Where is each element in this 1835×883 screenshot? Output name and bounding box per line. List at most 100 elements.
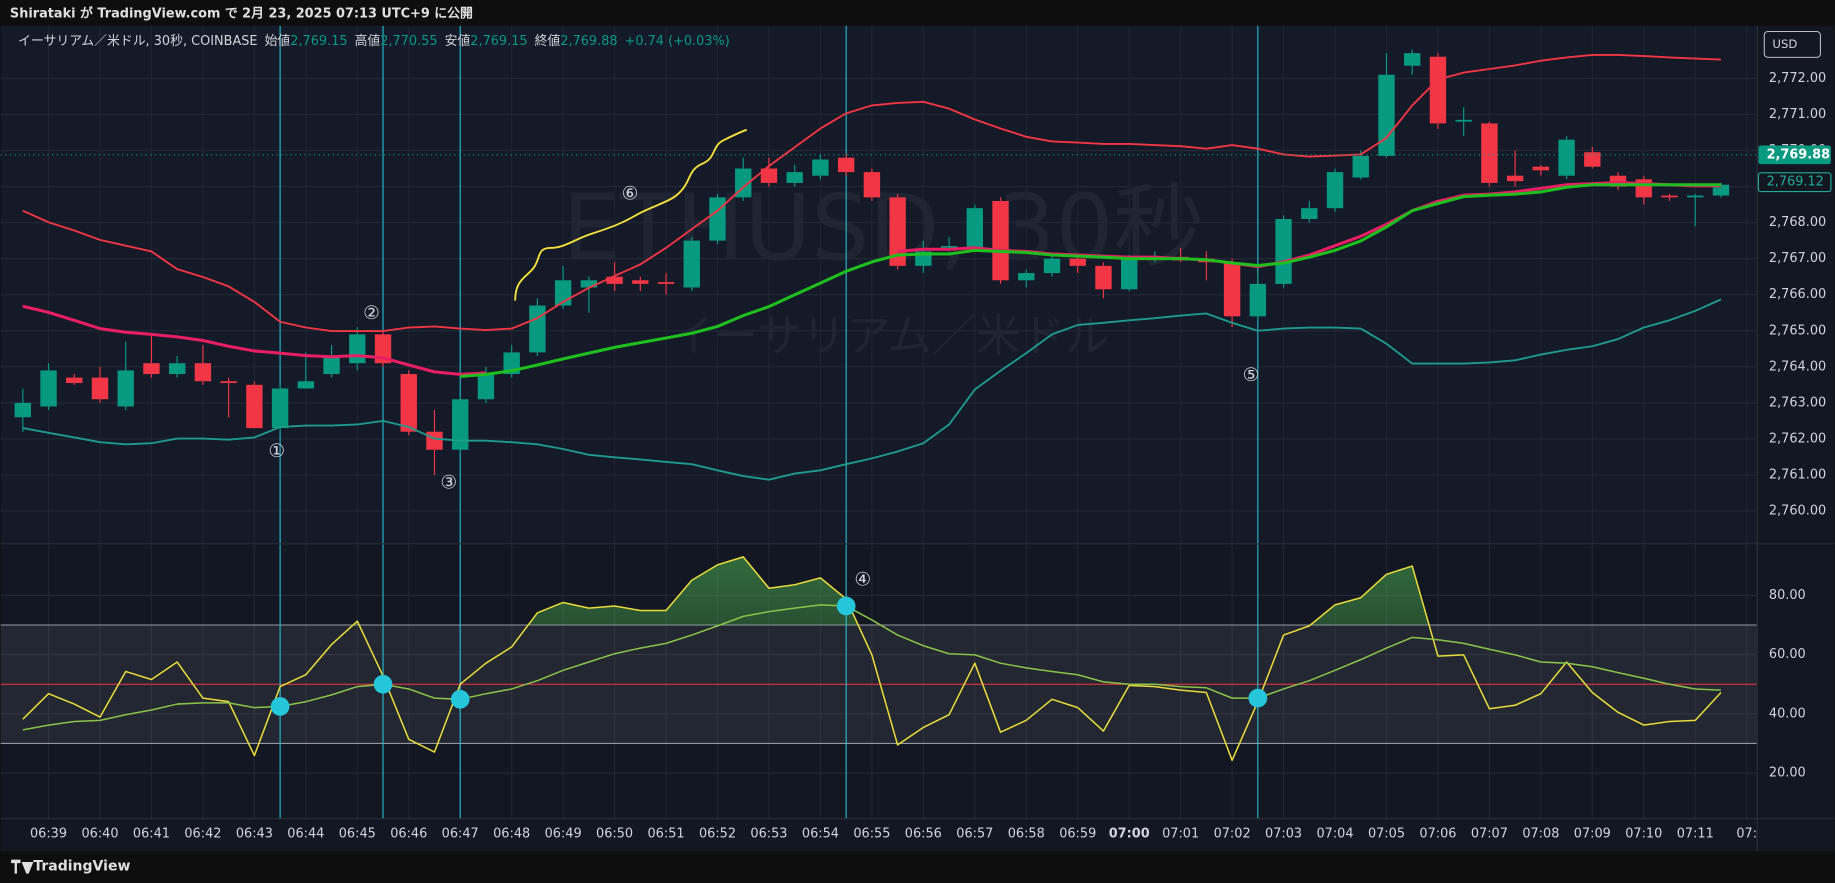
candle-body <box>14 402 31 418</box>
line <box>22 53 1722 333</box>
watermark: イーサリアム／米ドル <box>669 311 1109 362</box>
x-tick-label: 06:48 <box>493 826 530 841</box>
candle-body <box>323 355 340 375</box>
candle-body <box>168 363 186 375</box>
y-tick-label: 2,762.00 <box>1769 431 1826 446</box>
candle-body <box>1506 175 1524 182</box>
candle-body <box>1120 258 1138 290</box>
x-tick-label: 06:47 <box>442 826 479 841</box>
legend-label: 高値 <box>355 32 381 48</box>
x-tick-label: 06:41 <box>133 826 170 841</box>
x-tick-label: 07:09 <box>1574 826 1611 841</box>
candle-body <box>1429 56 1447 124</box>
candle-body <box>400 374 417 432</box>
candle-body <box>220 381 237 384</box>
candle-body <box>40 370 57 407</box>
y-tick-label: 2,760.00 <box>1769 504 1826 519</box>
legend-change: +0.74 (+0.03%) <box>625 33 730 48</box>
y-tick-label: 2,772.00 <box>1769 71 1826 86</box>
candle-body <box>1249 283 1267 317</box>
x-tick-label: 07:07 <box>1471 826 1508 841</box>
x-tick-label: 06:44 <box>287 826 324 841</box>
candle-body <box>812 159 829 176</box>
candle-body <box>1275 218 1292 284</box>
legend-value: 2,770.55 <box>380 33 437 48</box>
line <box>22 298 1722 481</box>
y-tick-label: 2,766.00 <box>1769 287 1826 302</box>
candle-body <box>1352 155 1369 178</box>
candle-body <box>271 388 289 429</box>
candle-body <box>143 363 160 375</box>
signal-marker <box>1248 688 1268 708</box>
candle-body <box>657 282 675 284</box>
candle-body <box>786 172 803 183</box>
annotation: ③ <box>440 473 457 494</box>
logo <box>11 859 34 874</box>
x-tick-label: 07:11 <box>1677 826 1714 841</box>
y-tick-label: 2,765.00 <box>1769 323 1826 338</box>
candle-body <box>452 399 469 450</box>
candle-body <box>1223 262 1241 317</box>
candle-body <box>1687 195 1704 198</box>
legend: イーサリアム／米ドル, 30秒, COINBASE 始値2,769.15 高値2,7… <box>18 32 730 48</box>
x-tick-label: 06:42 <box>184 826 221 841</box>
x-tick-label: 06:52 <box>699 826 736 841</box>
x-tick-label: 07: <box>1736 826 1757 841</box>
line <box>460 183 1721 379</box>
x-tick-label: 06:58 <box>1008 826 1045 841</box>
x-tick-label: 06:45 <box>339 826 376 841</box>
candle-body <box>477 374 495 400</box>
candle-body <box>1404 53 1421 66</box>
candle-body <box>1584 152 1601 167</box>
currency-button[interactable] <box>1763 31 1821 58</box>
signal-marker <box>373 674 393 694</box>
candle-body <box>1095 265 1112 290</box>
x-tick-label: 07:08 <box>1522 826 1559 841</box>
currency[interactable]: USD <box>1772 37 1797 51</box>
y-tick-label: 40.00 <box>1769 706 1806 721</box>
candle-body <box>297 381 315 389</box>
time-axis: 06:39 06:40 06:41 06:42 06:43 06:44 06:45 06:46… <box>30 826 1757 841</box>
line <box>22 556 1722 762</box>
price-pane <box>0 25 1758 544</box>
y-tick-label: 2,767.00 <box>1769 251 1826 266</box>
annotation: ⑤ <box>1243 365 1260 386</box>
annotation: ② <box>363 303 380 324</box>
candle-body <box>1043 258 1061 274</box>
candle-body <box>837 157 855 173</box>
candle-body <box>117 370 134 407</box>
y-tick-label: 80.00 <box>1769 588 1806 603</box>
candle-body <box>194 363 212 382</box>
footer-bar <box>0 851 1835 883</box>
candle-body <box>529 305 546 353</box>
y-tick-label: 2,771.00 <box>1769 107 1826 122</box>
candle-body <box>1018 273 1035 281</box>
header-bar <box>0 0 1835 26</box>
x-tick-label: 06:57 <box>956 826 993 841</box>
ma-price-box <box>1757 172 1832 193</box>
x-tick-label: 07:10 <box>1625 826 1662 841</box>
candle-body <box>1326 172 1344 209</box>
line <box>22 304 487 376</box>
footer-text: TradingView <box>33 859 130 875</box>
x-tick-label: 07:01 <box>1162 826 1199 841</box>
header-text: Shirataki が TradingView.com で 2月 23, 202… <box>10 6 473 22</box>
candle-body <box>1558 139 1575 176</box>
y-tick-label: 2,763.00 <box>1769 395 1826 410</box>
x-tick-label: 06:49 <box>545 826 582 841</box>
legend-label: 安値 <box>445 32 471 48</box>
x-tick-label: 06:54 <box>802 826 839 841</box>
candle-body <box>683 240 700 288</box>
x-tick-label: 07:00 <box>1109 826 1150 841</box>
x-tick-label: 06:55 <box>853 826 890 841</box>
candle-body <box>992 200 1009 281</box>
candle-body <box>349 334 366 364</box>
legend-label: 終値 <box>535 32 561 48</box>
candle-body <box>940 246 958 248</box>
candle-body <box>426 431 443 450</box>
candle-body <box>1069 258 1086 266</box>
y-tick-label: 60.00 <box>1769 647 1806 662</box>
x-tick-label: 06:46 <box>390 826 427 841</box>
candle-body <box>246 384 263 429</box>
legend-value: 2,769.15 <box>290 33 347 48</box>
